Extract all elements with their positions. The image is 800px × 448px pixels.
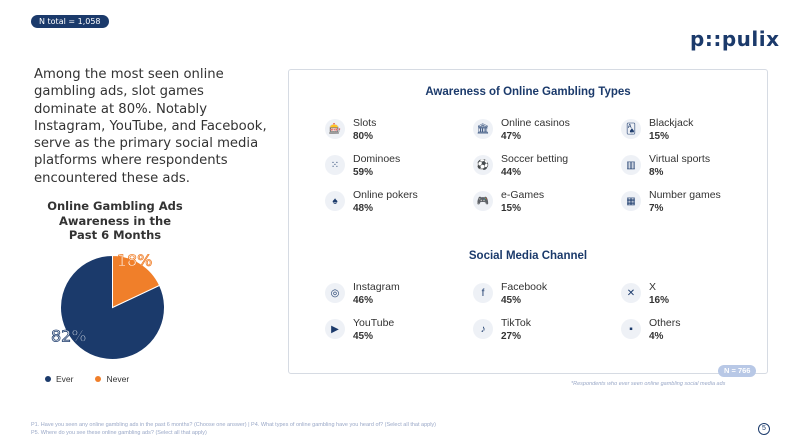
dominoes-icon: ⁙: [325, 155, 345, 175]
awareness-label: Soccer betting: [501, 153, 569, 165]
poker-icon: ♠: [325, 191, 345, 211]
awareness-label: Online casinos: [501, 117, 570, 129]
pie-slice-ever: [60, 254, 165, 360]
casino-icon: 🏛: [473, 119, 493, 139]
social-title: Social Media Channel: [468, 250, 588, 262]
facebook-icon: f: [473, 283, 493, 303]
awareness-item: 🎮 e-Games 15%: [473, 189, 621, 225]
soccer-icon: ⚽: [473, 155, 493, 175]
awareness-label: Virtual sports: [649, 153, 711, 165]
social-label: YouTube: [353, 317, 395, 329]
social-item: f Facebook 45%: [473, 281, 621, 317]
awareness-grid: 🎰 Slots 80% 🏛 Online casinos 47% 🂡 Blackjack 15%…: [325, 117, 765, 225]
awareness-value: 15%: [649, 131, 670, 142]
populix-logo: p::pulix: [690, 27, 780, 51]
awareness-item: 🎰 Slots 80%: [325, 117, 473, 153]
pie-slice-never: [112, 254, 161, 309]
awareness-item: ⚽ Soccer betting 44%: [473, 153, 621, 189]
awareness-title: Awareness of Online Gambling Types: [425, 86, 631, 98]
legend-label-ever: Ever: [56, 374, 74, 384]
youtube-icon: ▶: [325, 319, 345, 339]
awareness-value: 8%: [649, 167, 664, 178]
social-value: 16%: [649, 295, 670, 306]
legend-item-ever: Ever: [45, 374, 73, 384]
awareness-label: Dominoes: [353, 153, 401, 165]
awareness-value: 48%: [353, 203, 374, 214]
n-total-badge: N total = 1,058: [31, 15, 109, 28]
footnote-line-2: P5. Where do you see these online gambli…: [31, 430, 207, 436]
card-footnote: *Respondents who ever seen online gambli…: [571, 381, 726, 387]
social-value: 45%: [501, 295, 522, 306]
social-value: 46%: [353, 295, 374, 306]
footnote-line-1: P1. Have you seen any online gambling ad…: [31, 422, 437, 428]
social-grid: ◎ Instagram 46% f Facebook 45% ✕ X 16% ▶ YouTube 45…: [325, 281, 765, 353]
awareness-label: Number games: [649, 189, 721, 201]
tiktok-icon: ♪: [473, 319, 493, 339]
awareness-value: 44%: [501, 167, 522, 178]
social-label: X: [649, 281, 657, 293]
social-value: 27%: [501, 331, 522, 342]
awareness-item: 🏛 Online casinos 47%: [473, 117, 621, 153]
awareness-value: 59%: [353, 167, 374, 178]
social-label: Facebook: [501, 281, 548, 293]
gamepad-icon: 🎮: [473, 191, 493, 211]
slot-machine-icon: 🎰: [325, 119, 345, 139]
virtual-sports-icon: ▥: [621, 155, 641, 175]
social-item: ▶ YouTube 45%: [325, 317, 473, 353]
awareness-label: Slots: [353, 117, 377, 129]
pie-label-never: 18%: [117, 251, 153, 270]
awareness-item: ♠ Online pokers 48%: [325, 189, 473, 225]
blackjack-icon: 🂡: [621, 119, 641, 139]
awareness-value: 47%: [501, 131, 522, 142]
awareness-item: ⁙ Dominoes 59%: [325, 153, 473, 189]
awareness-label: Blackjack: [649, 117, 694, 129]
summary-text: Among the most seen online gambling ads,…: [34, 67, 267, 186]
number-games-icon: ▦: [621, 191, 641, 211]
social-label: Instagram: [353, 281, 400, 293]
awareness-value: 80%: [353, 131, 374, 142]
social-value: 4%: [649, 331, 664, 342]
awareness-item: ▥ Virtual sports 8%: [621, 153, 765, 189]
results-card: Awareness of Online Gambling Types 🎰 Slot…: [288, 69, 768, 374]
awareness-label: e-Games: [501, 189, 545, 201]
legend-dot-never: [95, 376, 102, 382]
pie-label-ever: 82%: [51, 327, 87, 346]
social-item: ▪ Others 4%: [621, 317, 765, 353]
social-item: ◎ Instagram 46%: [325, 281, 473, 317]
awareness-item: 🂡 Blackjack 15%: [621, 117, 765, 153]
pie-chart: 82% 18%: [51, 250, 165, 360]
legend-label-never: Never: [106, 374, 130, 384]
awareness-value: 15%: [501, 203, 522, 214]
social-item: ♪ TikTok 27%: [473, 317, 621, 353]
instagram-icon: ◎: [325, 283, 345, 303]
n-badge: N = 766: [718, 365, 757, 377]
awareness-label: Online pokers: [353, 189, 418, 201]
social-item: ✕ X 16%: [621, 281, 765, 317]
question-footnote: P1. Have you seen any online gambling ad…: [31, 421, 436, 437]
legend-item-never: Never: [95, 374, 129, 384]
pie-legend: Ever Never: [45, 374, 129, 384]
awareness-value: 7%: [649, 203, 664, 214]
awareness-item: ▦ Number games 7%: [621, 189, 765, 225]
pie-title: Online Gambling Ads Awareness in the Pas…: [47, 199, 183, 242]
social-label: TikTok: [501, 317, 531, 329]
chat-icon: ▪: [621, 319, 641, 339]
page-number: 5: [758, 423, 770, 435]
social-value: 45%: [353, 331, 374, 342]
legend-dot-ever: [45, 376, 51, 382]
social-label: Others: [649, 317, 681, 329]
x-icon: ✕: [621, 283, 641, 303]
